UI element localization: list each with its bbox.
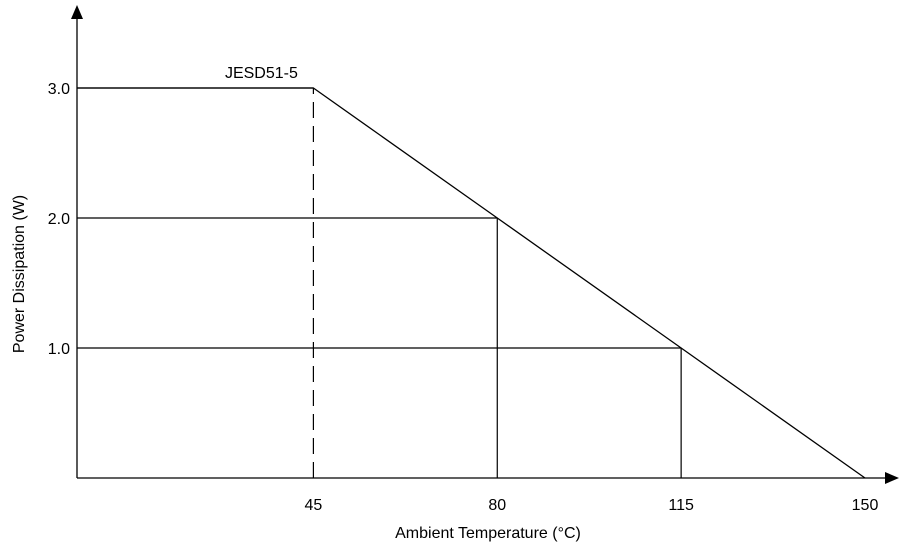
x-axis-arrow-icon: [885, 472, 899, 484]
x-axis-title: Ambient Temperature (°C): [395, 525, 581, 542]
series-layer: [77, 87, 866, 479]
axes: [71, 5, 899, 484]
x-tick-label-45: 45: [305, 497, 323, 514]
annotation-jesd51-5: JESD51-5: [225, 65, 298, 82]
y-tick-label-1.0: 1.0: [48, 341, 70, 358]
series-line: [77, 87, 866, 479]
x-tick-label-80: 80: [488, 497, 506, 514]
x-tick-label-115: 115: [668, 497, 694, 514]
y-axis-title: Power Dissipation (W): [11, 195, 28, 353]
guide-lines: [77, 87, 682, 478]
y-tick-label-3.0: 3.0: [48, 81, 70, 98]
x-tick-label-150: 150: [852, 497, 879, 514]
y-tick-label-2.0: 2.0: [48, 211, 70, 228]
tick-labels: 45 80 115 150 1.0 2.0 3.0: [48, 81, 879, 514]
y-axis-arrow-icon: [71, 5, 83, 19]
